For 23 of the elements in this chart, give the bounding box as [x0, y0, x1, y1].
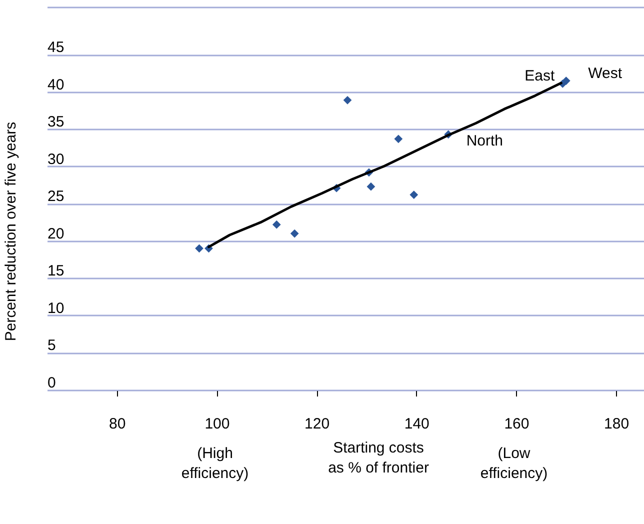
x-tick-label: 100 — [204, 416, 230, 432]
x-tick-label: 120 — [304, 416, 330, 432]
y-tick-label: 10 — [48, 300, 64, 317]
y-tick-label: 0 — [48, 374, 56, 392]
y-tick-label: 40 — [48, 76, 64, 94]
annotation: East — [524, 68, 556, 85]
y-tick-label: 20 — [48, 225, 64, 242]
x-tick-label: 80 — [109, 416, 126, 432]
y-tick-label: 35 — [48, 114, 64, 131]
x-tick-label: 140 — [404, 416, 430, 432]
annotation: North — [466, 132, 504, 150]
y-tick-label: 25 — [48, 188, 64, 206]
text: (High efficiency) — [181, 445, 249, 482]
text: (Low efficiency) — [480, 445, 548, 482]
y-axis-title: Percent reduction over five years — [2, 122, 20, 342]
y-tick-label: 30 — [48, 150, 64, 168]
x-axis-title: Starting costs as % of frontier — [328, 440, 429, 476]
x-tick-label: 160 — [504, 416, 530, 432]
y-tick-label: 15 — [48, 262, 64, 280]
y-tick-label: 45 — [48, 39, 64, 56]
annotation: West — [588, 64, 623, 82]
y-tick-label: 5 — [48, 337, 56, 354]
x-tick-label: 180 — [604, 416, 630, 432]
